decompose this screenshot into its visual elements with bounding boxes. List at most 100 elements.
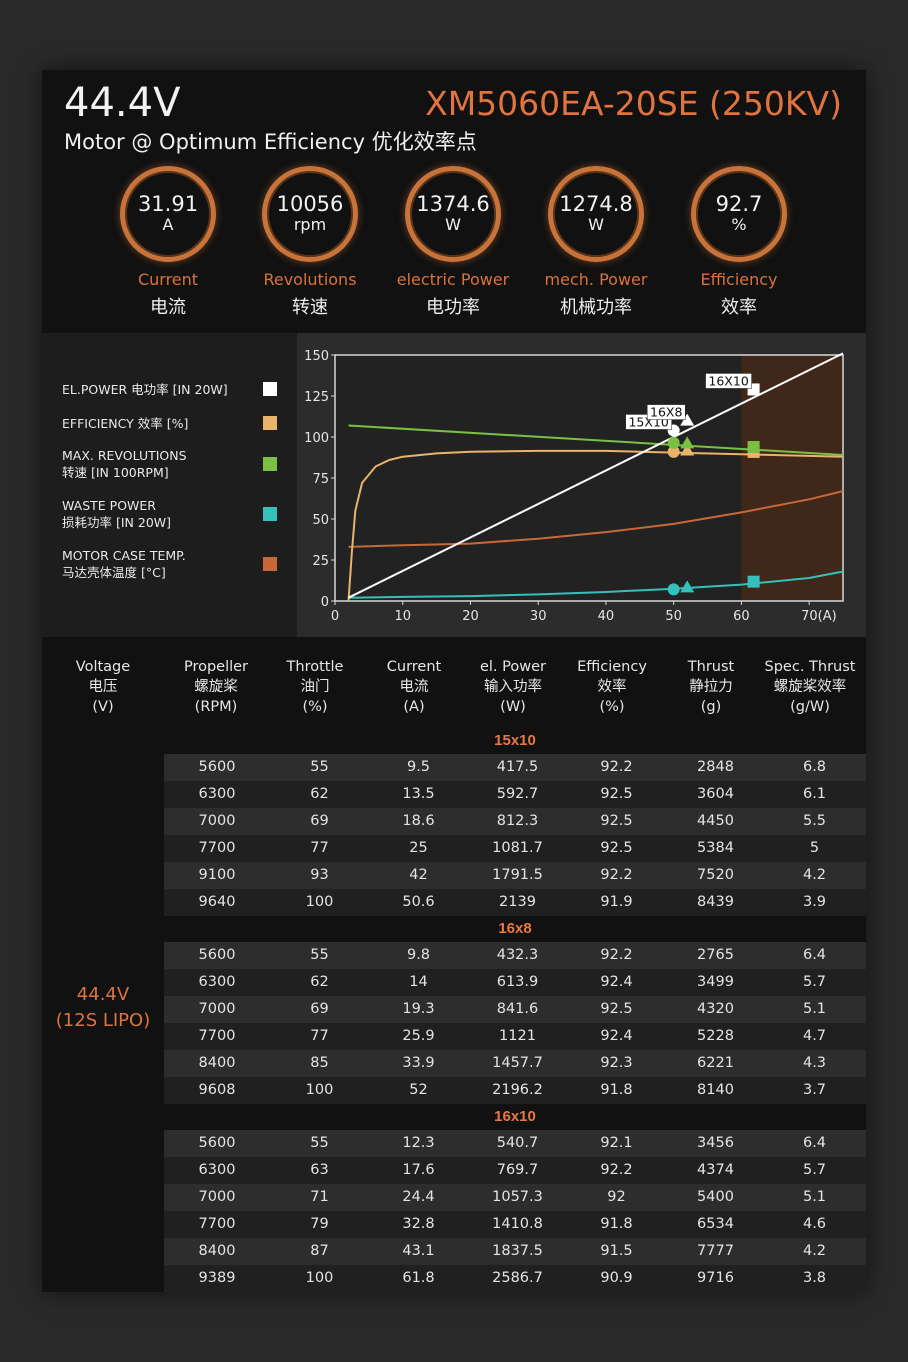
table-cell: 8400 [198, 1055, 236, 1071]
column-header: Voltage 电压 (V) [53, 657, 153, 717]
legend-swatch [263, 557, 277, 571]
legend-label-cn: 损耗功率 [IN 20W] [62, 515, 172, 530]
marker-triangle [680, 580, 695, 593]
table-cell: 5 [809, 840, 820, 856]
table-cell: 1791.5 [492, 867, 543, 883]
table-cell: 3.8 [802, 1270, 827, 1286]
column-header-line: Efficiency [577, 659, 647, 675]
gauge-mech-power: 1274.8 W mech. Power 机械功率 [526, 166, 666, 319]
legend-item-revolutions: MAX. REVOLUTIONS 转速 [IN 100RPM] [62, 447, 277, 481]
table-cell: 9.8 [406, 947, 431, 963]
table-cell: 3604 [697, 786, 734, 802]
y-tick-label: 25 [312, 554, 329, 569]
table-cell: 2848 [697, 759, 734, 775]
legend-label-cn: 转速 [IN 100RPM] [62, 465, 169, 480]
table-cell: 92.5 [600, 786, 633, 802]
table-cell: 5.7 [802, 974, 827, 990]
table-cell: 13.5 [402, 786, 435, 802]
x-tick-label: 30 [530, 609, 547, 624]
column-header-line: (g) [700, 699, 722, 715]
table-row: 7000 71 24.4 1057.3 92 5400 5.1 [164, 1184, 866, 1211]
table-cell: 90.9 [600, 1270, 633, 1286]
table-cell: 4.3 [802, 1055, 827, 1071]
table-cell: 55 [310, 947, 329, 963]
table-cell: 540.7 [496, 1135, 539, 1151]
x-tick-label: 10 [394, 609, 411, 624]
y-tick-label: 50 [312, 513, 329, 528]
table-cell: 5.1 [802, 1189, 827, 1205]
table-row: 7000 69 18.6 812.3 92.5 4450 5.5 [164, 808, 866, 835]
table-row: 8400 87 43.1 1837.5 91.5 7777 4.2 [164, 1238, 866, 1265]
voltage-cell-value: 44.4V [76, 984, 130, 1005]
marker-label: 16X10 [708, 373, 748, 388]
series-line [348, 570, 844, 599]
table-cell: 92.5 [600, 1001, 633, 1017]
table-cell: 9100 [198, 867, 236, 883]
table-row: 5600 55 9.5 417.5 92.2 2848 6.8 [164, 754, 866, 781]
gauge-ring: 92.7 % [691, 166, 787, 262]
table-cell: 6534 [697, 1216, 734, 1232]
table-cell: 100 [305, 1270, 334, 1286]
column-header-line: (RPM) [194, 699, 238, 715]
table-cell: 7520 [697, 867, 734, 883]
table-cell: 24.4 [402, 1189, 435, 1205]
table-cell: 92.2 [600, 867, 633, 883]
table-cell: 2139 [499, 894, 536, 910]
marker-triangle [680, 413, 695, 426]
column-header-line: (g/W) [790, 699, 830, 715]
column-header-line: Throttle [286, 659, 344, 675]
column-header-line: 输入功率 [484, 679, 542, 695]
table-cell: 841.6 [496, 1001, 539, 1017]
legend-item-el-power: EL.POWER 电功率 [IN 20W] [62, 381, 277, 398]
table-row: 9389 100 61.8 2586.7 90.9 9716 3.8 [164, 1265, 866, 1292]
table-cell: 50.6 [402, 894, 435, 910]
gauge-ring: 1274.8 W [548, 166, 644, 262]
table-cell: 2586.7 [492, 1270, 543, 1286]
gauge-ring: 1374.6 W [405, 166, 501, 262]
table-cell: 62 [310, 786, 329, 802]
table-row: 5600 55 9.8 432.3 92.2 2765 6.4 [164, 942, 866, 969]
table-cell: 3499 [697, 974, 734, 990]
legend-item-waste-power: WASTE POWER 损耗功率 [IN 20W] [62, 497, 277, 531]
table-cell: 6221 [697, 1055, 734, 1071]
table-cell: 8400 [198, 1243, 236, 1259]
gauge-value: 1374.6 [416, 192, 490, 216]
gauge-value: 92.7 [715, 192, 763, 216]
table-cell: 6.1 [802, 786, 827, 802]
table-cell: 613.9 [496, 974, 539, 990]
legend-swatch [263, 507, 277, 521]
column-header-line: (%) [599, 699, 625, 715]
group-title: 16x10 [164, 1104, 866, 1130]
table-row: 7700 77 25 1081.7 92.5 5384 5 [164, 835, 866, 862]
legend-label-cn: 马达壳体温度 [°C] [62, 565, 166, 580]
gauge-value: 31.91 [137, 192, 199, 216]
table-cell: 7700 [198, 1028, 236, 1044]
table-cell: 8140 [697, 1082, 734, 1098]
table-cell: 7777 [697, 1243, 734, 1259]
table-cell: 7700 [198, 840, 236, 856]
table-cell: 91.8 [600, 1216, 633, 1232]
y-tick-label: 75 [312, 472, 329, 487]
column-header: Spec. Thrust 螺旋桨效率 (g/W) [760, 657, 860, 717]
marker-label-box [705, 373, 752, 389]
table-cell: 7700 [198, 1216, 236, 1232]
gauge-label-cn: 电流 [150, 297, 186, 318]
table-cell: 7000 [198, 813, 236, 829]
table-cell: 4.2 [802, 1243, 827, 1259]
table-cell: 5.1 [802, 1001, 827, 1017]
gauge-label-en: Revolutions [263, 270, 357, 289]
table-cell: 2196.2 [492, 1082, 543, 1098]
column-header-line: (%) [302, 699, 328, 715]
gauge-unit: rpm [293, 215, 327, 234]
table-row: 9640 100 50.6 2139 91.9 8439 3.9 [164, 889, 866, 916]
table-row: 6300 62 14 613.9 92.4 3499 5.7 [164, 969, 866, 996]
table-cell: 3.7 [802, 1082, 827, 1098]
voltage-title: 44.4V [64, 80, 181, 126]
table-cell: 92.4 [600, 1028, 633, 1044]
group-title: 16x8 [164, 916, 866, 942]
column-header-line: Spec. Thrust [764, 659, 856, 675]
table-cell: 9608 [198, 1082, 236, 1098]
series-line [347, 449, 844, 602]
x-tick-label: 20 [462, 609, 479, 624]
